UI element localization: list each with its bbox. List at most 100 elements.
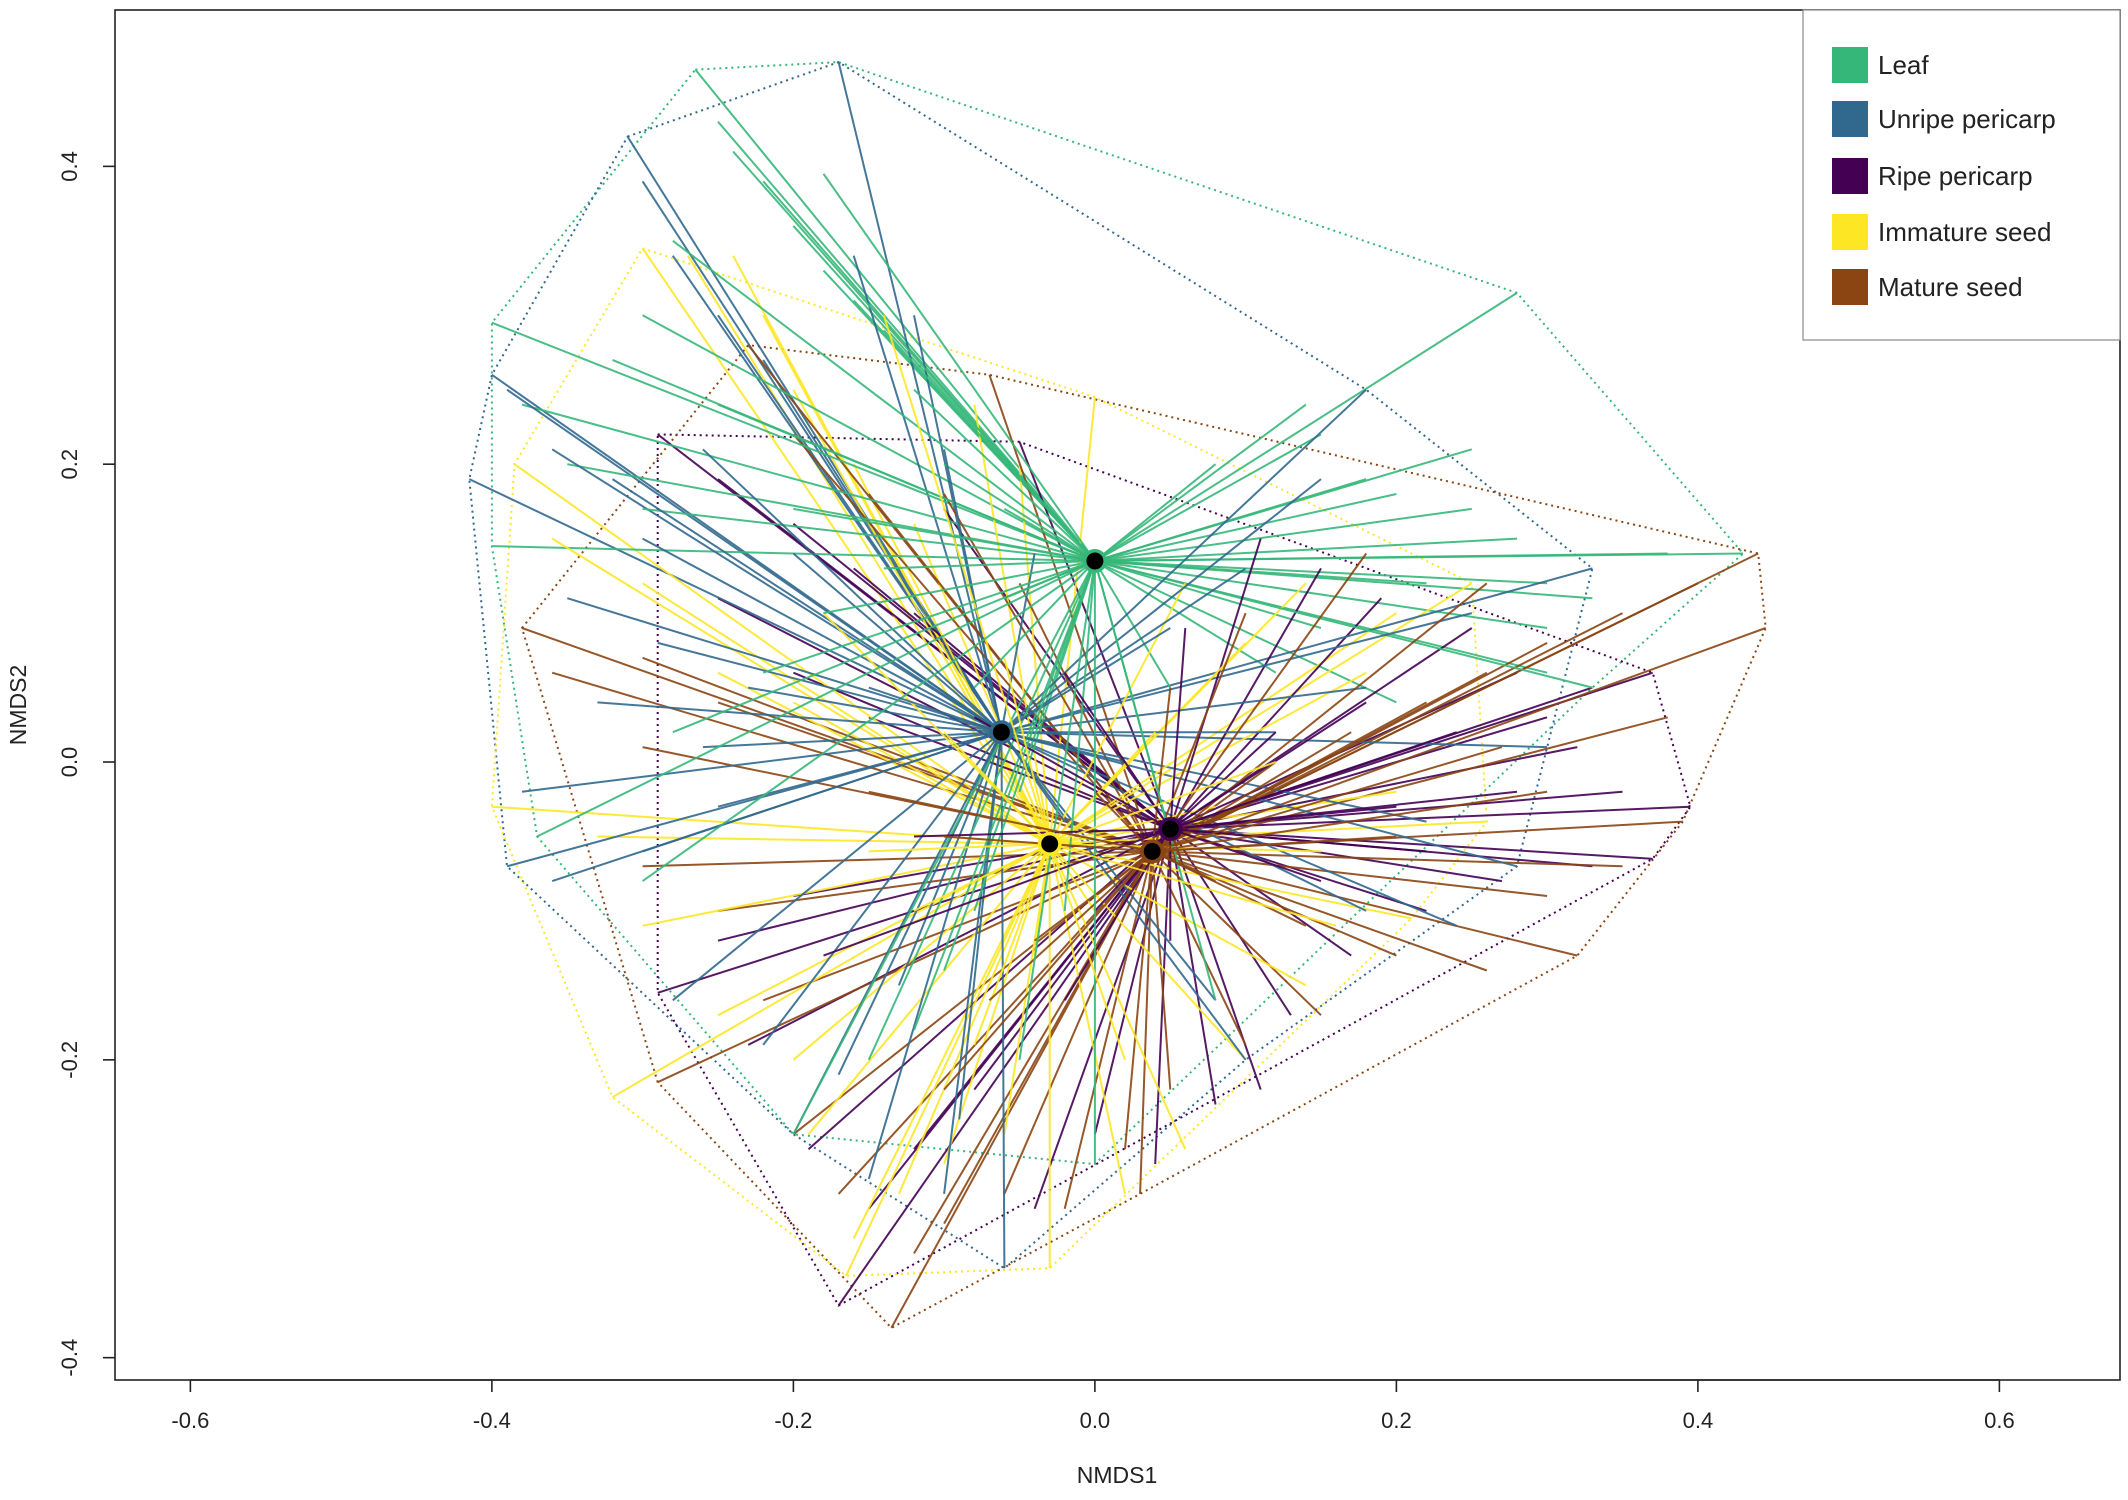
hull-unripe-pericarp [468, 60, 1594, 1270]
spoke-leaf [883, 560, 1095, 570]
spoke-mature-seed [943, 493, 1154, 852]
spoke-mature-seed [1151, 850, 1322, 1016]
legend: Leaf Unripe pericarp Ripe pericarp Immature… [1802, 9, 2121, 341]
spoke-immature-seed [717, 843, 1051, 1017]
spoke-mature-seed [1151, 850, 1578, 957]
spoke-immature-seed [641, 247, 1051, 845]
spoke-mature-seed [1033, 850, 1153, 942]
spoke-leaf [1094, 292, 1518, 562]
spoke-unripe-pericarp [626, 136, 1003, 733]
spoke-immature-seed [913, 843, 1051, 912]
legend-label-leaf: Leaf [1878, 50, 1929, 80]
spoke-ripe-pericarp [1169, 731, 1458, 830]
spoke-mature-seed [913, 850, 1154, 1254]
spoke-mature-seed [1151, 850, 1247, 1046]
spoke-ripe-pericarp [1169, 828, 1352, 957]
spoke-leaf [1094, 552, 1668, 562]
legend-label-mature-seed: Mature seed [1878, 272, 2023, 302]
spoke-leaf [1094, 478, 1367, 562]
spoke-leaf [732, 150, 1096, 562]
spoke-unripe-pericarp [642, 537, 1002, 734]
spoke-ripe-pericarp [793, 671, 1171, 830]
centroid-mature-seed [1143, 842, 1161, 860]
spoke-mature-seed [1151, 850, 1397, 957]
spoke-mature-seed [1152, 790, 1548, 853]
spoke-mature-seed [1139, 851, 1154, 1194]
centroid-unripe-pericarp [992, 723, 1010, 741]
spoke-ripe-pericarp [913, 828, 1171, 838]
spoke-immature-seed [513, 463, 1051, 845]
spoke-immature-seed [717, 671, 1051, 845]
spoke-leaf [1094, 403, 1307, 562]
spoke-immature-seed [1048, 843, 1126, 1195]
spoke-unripe-pericarp [657, 641, 1002, 734]
spoke-mature-seed [988, 850, 1153, 1002]
y-tick-label: -0.2 [57, 1041, 82, 1079]
spoke-leaf [823, 560, 1096, 615]
spoke-leaf [717, 403, 1096, 562]
spoke-mature-seed [1094, 791, 1153, 853]
spoke-unripe-pericarp [943, 449, 1003, 733]
spoke-unripe-pericarp [1001, 731, 1548, 749]
spoke-leaf [642, 314, 1096, 562]
spoke-immature-seed [551, 537, 1051, 845]
spoke-unripe-pericarp [1001, 731, 1427, 823]
spoke-unripe-pericarp [1000, 478, 1322, 733]
spoke-immature-seed [1018, 464, 1051, 844]
group-centroids [989, 549, 1183, 864]
spoke-leaf [672, 240, 1096, 562]
spoke-immature-seed [1048, 731, 1156, 845]
x-tick-label: 0.4 [1683, 1408, 1714, 1433]
spoke-immature-seed [1003, 657, 1051, 845]
spoke-immature-seed [1049, 842, 1337, 927]
x-axis-title: NMDS1 [1077, 1462, 1158, 1488]
spoke-immature-seed [1048, 843, 1187, 1150]
x-axis: -0.6 -0.4 -0.2 0.0 0.2 0.4 0.6 [171, 1379, 2015, 1433]
spoke-mature-seed [1151, 612, 1247, 852]
spoke-mature-seed [1151, 851, 1172, 1090]
spoke-immature-seed [882, 315, 1051, 845]
spoke-immature-seed [1048, 843, 1247, 1061]
spoke-immature-seed [1048, 843, 1126, 1061]
x-tick-label: 0.2 [1381, 1408, 1412, 1433]
spoke-leaf [536, 560, 1096, 838]
spoke-leaf [1063, 560, 1096, 911]
spoke-leaf [1094, 507, 1472, 562]
legend-swatch-immature-seed [1832, 214, 1868, 250]
spoke-immature-seed [845, 843, 1051, 1277]
y-tick-label: 0.2 [57, 449, 82, 480]
spoke-immature-seed [943, 843, 1051, 1165]
spoke-immature-seed [1049, 671, 1367, 845]
spoke-leaf [913, 388, 1096, 562]
spoke-unripe-pericarp [551, 448, 1002, 734]
spoke-unripe-pericarp [717, 314, 1003, 733]
spoke-immature-seed [852, 463, 1051, 845]
spoke-ripe-pericarp [1093, 828, 1172, 1135]
spoke-leaf [694, 68, 1096, 562]
spoke-leaf [1018, 560, 1096, 1060]
spoke-immature-seed [913, 523, 1051, 845]
spoke-mature-seed [1152, 835, 1397, 853]
spoke-ripe-pericarp [1063, 672, 1172, 830]
spoke-unripe-pericarp [943, 732, 1003, 1195]
hull-ripe-pericarp [656, 433, 1692, 1307]
spoke-leaf [1094, 560, 1593, 689]
spoke-unripe-pericarp [1000, 732, 1006, 1269]
spoke-mature-seed [1063, 851, 1154, 1210]
spoke-mature-seed [1151, 746, 1503, 853]
spoke-immature-seed [822, 612, 1051, 845]
spoke-unripe-pericarp [867, 731, 1003, 1180]
spoke-unripe-pericarp [506, 388, 1002, 734]
spoke-ripe-pericarp [973, 828, 1172, 1091]
spoke-mature-seed [1124, 851, 1154, 1150]
spoke-leaf [1094, 537, 1518, 562]
spoke-leaf [1094, 560, 1172, 689]
spoke-leaf [1004, 560, 1096, 600]
spoke-unripe-pericarp [611, 478, 1002, 734]
spoke-leaf [521, 403, 1096, 562]
spoke-mature-seed [762, 850, 1153, 1002]
spoke-leaf [1094, 560, 1397, 704]
spoke-immature-seed [1049, 843, 1307, 987]
y-tick-label: -0.4 [57, 1339, 82, 1377]
spoke-immature-seed [687, 255, 1051, 845]
